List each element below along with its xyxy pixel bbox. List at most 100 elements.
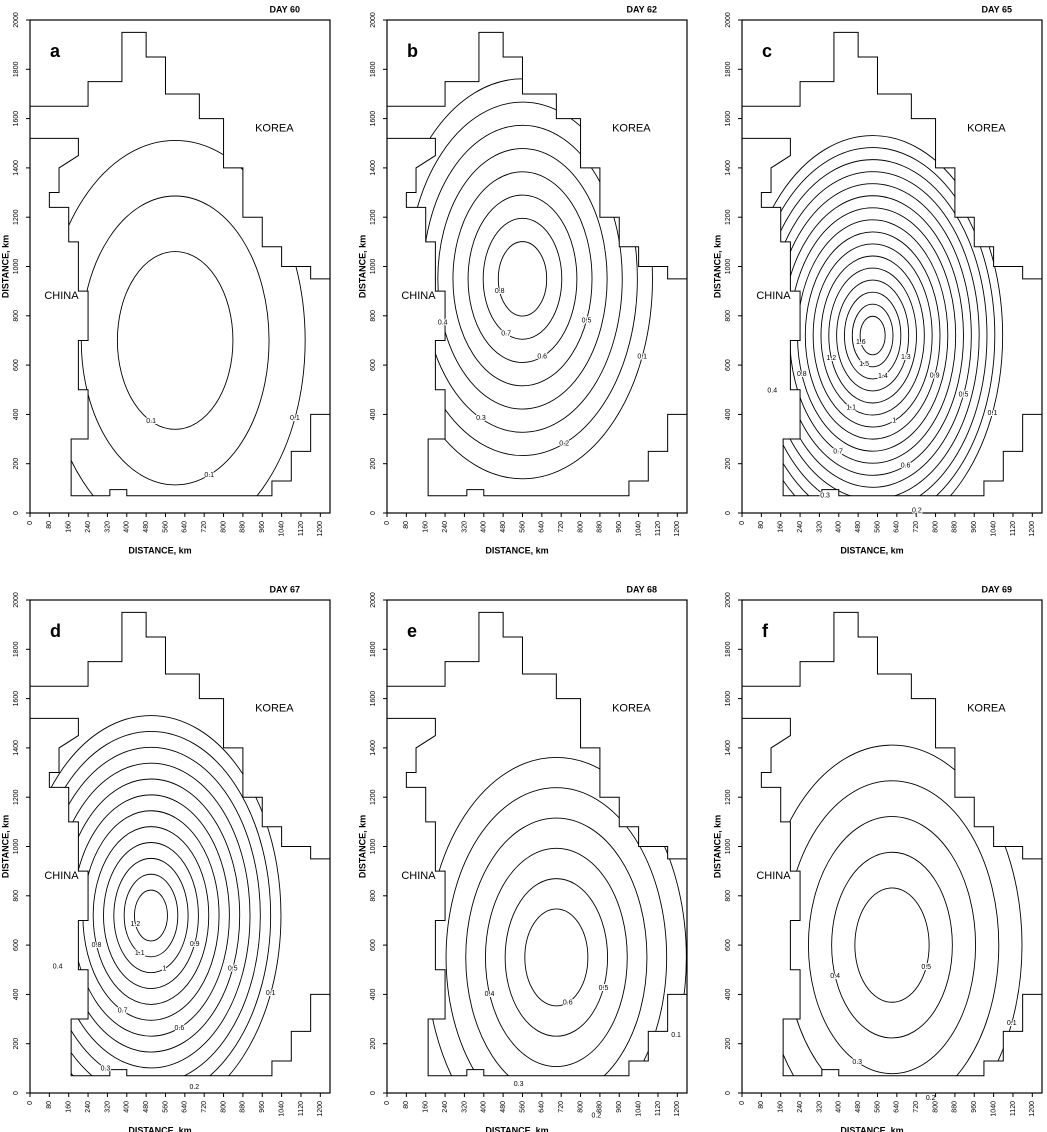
x-tick-label: 880	[240, 1101, 247, 1113]
x-tick-label: 880	[240, 521, 247, 533]
contour-label: 0.4	[830, 973, 840, 980]
y-tick-label: 400	[725, 988, 732, 1000]
x-tick-label: 560	[874, 1101, 881, 1113]
x-tick-label: 160	[423, 521, 430, 533]
contour-line	[844, 291, 902, 380]
contours	[742, 135, 1004, 496]
contour-line	[465, 817, 648, 1076]
panel-title: DAY 68	[626, 584, 657, 594]
x-tick-label: 400	[124, 1101, 131, 1113]
contour-label: 0.7	[118, 1008, 128, 1015]
contour-line	[789, 207, 957, 464]
contour-line	[859, 315, 886, 356]
contour-line	[407, 101, 638, 457]
x-tick-label: 160	[423, 1101, 430, 1113]
x-tick-label: 80	[46, 1101, 53, 1109]
x-tick-label: 960	[259, 521, 266, 533]
contour-label: 0.4	[438, 319, 448, 326]
x-tick-label: 80	[46, 521, 53, 529]
x-tick-label: 480	[143, 521, 150, 533]
coastline	[741, 31, 1043, 497]
panel-letter: e	[407, 621, 417, 641]
contour-line	[445, 787, 668, 1076]
x-tick-label: 400	[481, 1101, 488, 1113]
y-tick-label: 2000	[370, 592, 377, 608]
contour-label: 0.3	[820, 492, 830, 499]
x-tick-label: 1040	[990, 1101, 997, 1117]
x-tick-label: 1040	[278, 1101, 285, 1117]
contour-label: 0.8	[495, 288, 505, 295]
contour-label: 0.8	[92, 942, 102, 949]
x-tick-label: 0	[384, 1101, 391, 1105]
region-label: CHINA	[401, 870, 436, 882]
y-tick-label: 800	[725, 310, 732, 322]
contour-line	[72, 794, 230, 1037]
x-tick-label: 240	[442, 1101, 449, 1113]
x-tick-label: 720	[201, 1101, 208, 1113]
region-label: CHINA	[44, 870, 79, 882]
x-tick-label: 1120	[655, 521, 662, 536]
contour-line	[92, 826, 210, 1005]
x-tick-label: 0	[384, 521, 391, 525]
y-tick-label: 1400	[725, 160, 732, 176]
region-label: CHINA	[756, 290, 791, 302]
contour-line	[750, 147, 996, 496]
y-tick-label: 1200	[725, 209, 732, 225]
contour-label: 0.1	[146, 418, 156, 425]
x-tick-label: 480	[855, 521, 862, 533]
contour-label: 0.1	[1007, 1020, 1017, 1027]
y-tick-label: 400	[13, 988, 20, 1000]
y-axis-label: DISTANCE, km	[712, 235, 722, 298]
contour-line	[804, 231, 941, 440]
x-tick-label: 80	[403, 521, 410, 529]
contour-label: 0.3	[101, 1065, 111, 1072]
y-tick-label: 1400	[370, 160, 377, 176]
panel-title: DAY 67	[269, 584, 300, 594]
x-tick-label: 1200	[1029, 1101, 1036, 1117]
y-tick-label: 1000	[725, 839, 732, 855]
contour-label: 0.4	[485, 991, 495, 998]
y-tick-label: 1000	[725, 259, 732, 275]
region-label: KOREA	[612, 122, 651, 134]
y-tick-label: 1400	[725, 740, 732, 756]
x-tick-label: 1200	[317, 521, 324, 537]
x-tick-label: 1040	[990, 521, 997, 537]
y-tick-label: 1600	[725, 691, 732, 707]
contour-line	[765, 171, 980, 496]
contour-line	[30, 715, 282, 1076]
x-tick-label: 80	[403, 1101, 410, 1109]
contour-label: 0.8	[797, 371, 807, 378]
contour-line	[30, 730, 272, 1076]
x-tick-label: 1120	[298, 521, 305, 536]
y-tick-label: 0	[725, 1091, 732, 1095]
contour-line	[854, 887, 930, 1003]
x-tick-label: 880	[597, 1101, 604, 1113]
x-tick-label: 240	[797, 1101, 804, 1113]
contour-line	[781, 195, 964, 476]
y-tick-label: 2000	[370, 12, 377, 28]
x-tick-label: 640	[894, 1101, 901, 1113]
x-tick-label: 560	[519, 1101, 526, 1113]
contour-label: 0.4	[767, 387, 777, 394]
y-axis-label: DISTANCE, km	[712, 815, 722, 878]
coastline	[386, 31, 688, 497]
y-tick-label: 800	[13, 310, 20, 322]
y-tick-label: 1800	[370, 641, 377, 657]
y-tick-label: 400	[13, 408, 20, 420]
y-tick-label: 1600	[725, 111, 732, 127]
x-tick-label: 1200	[1029, 521, 1036, 537]
y-tick-label: 1200	[370, 789, 377, 805]
x-tick-label: 560	[519, 521, 526, 533]
x-tick-label: 800	[932, 521, 939, 533]
y-tick-label: 2000	[13, 592, 20, 608]
x-tick-label: 400	[481, 521, 488, 533]
contour-label: 0.3	[852, 1059, 862, 1066]
panel-title: DAY 69	[981, 584, 1012, 594]
y-tick-label: 1800	[725, 61, 732, 77]
x-tick-label: 720	[913, 521, 920, 533]
contour-line	[123, 873, 179, 958]
panel-letter: a	[50, 41, 61, 61]
contour-line	[773, 183, 972, 488]
contours	[392, 78, 653, 480]
x-axis-label: DISTANCE, km	[128, 545, 191, 555]
